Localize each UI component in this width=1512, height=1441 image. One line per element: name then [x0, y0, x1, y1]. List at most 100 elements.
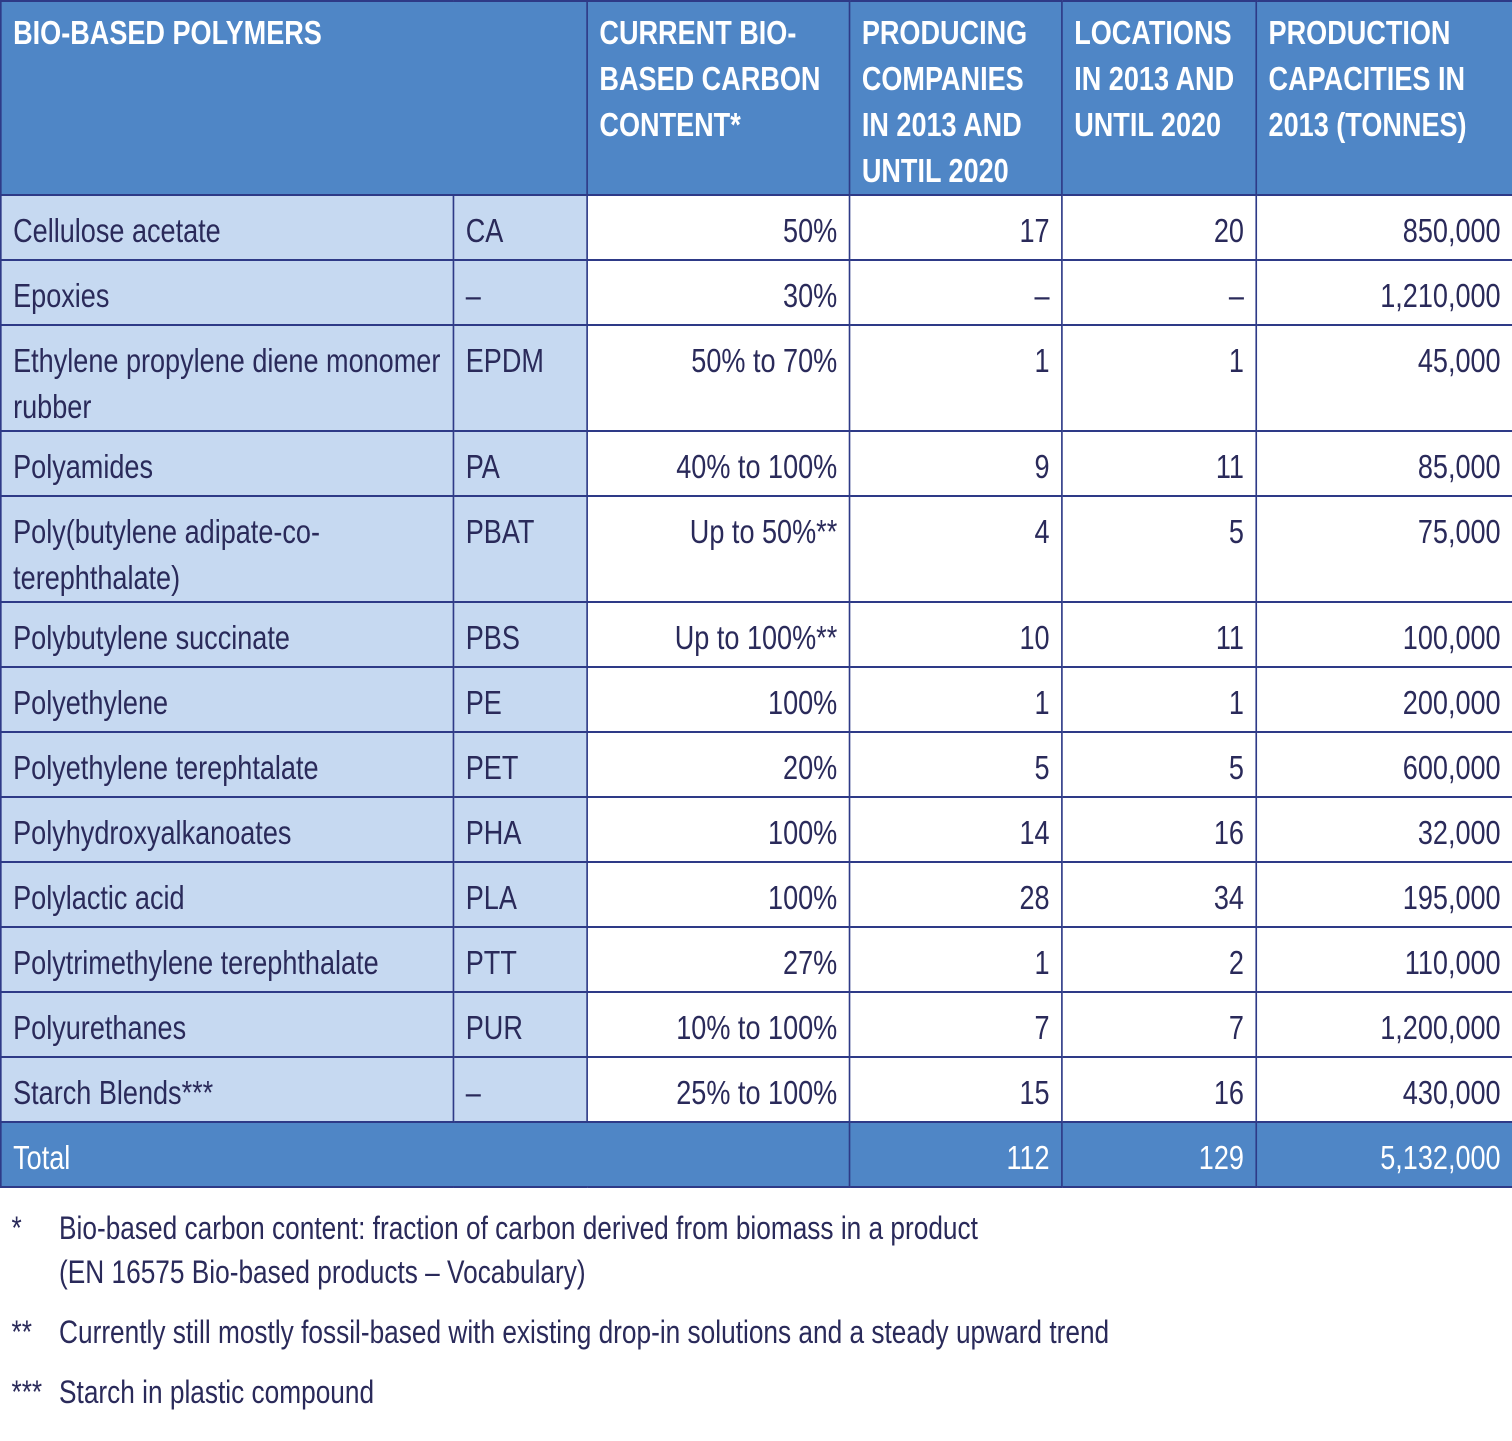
total-value: 112 [848, 1121, 1063, 1188]
table-row: Polyurethanes PUR 10% to 100% 7 7 1,200,000 [0, 991, 1512, 1058]
value-cell: 27% [586, 926, 851, 993]
value-cell: 34 [1061, 861, 1258, 928]
value-cell: 11 [1061, 601, 1258, 668]
value-cell: 200,000 [1255, 666, 1512, 733]
value-cell: 16 [1061, 1056, 1258, 1123]
footnote-mark: ** [11, 1314, 32, 1350]
total-row: Total 112 129 5,132,000 [0, 1121, 1512, 1188]
value-cell: 5 [1061, 731, 1258, 798]
polymer-name: Epoxies [0, 259, 455, 326]
footnote-mark: * [11, 1210, 22, 1246]
footnote-text: Starch in plastic compound [59, 1370, 374, 1414]
header-cell: PRODUCING COMPANIES IN 2013 AND UNTIL 20… [848, 0, 1063, 196]
table-row: Polyethylene terephtalate PET 20% 5 5 600,000 [0, 731, 1512, 798]
polymer-table: BIO-BASED POLYMERS CURRENT BIO-BASED CARB… [0, 0, 1512, 1188]
value-cell: 20 [1061, 194, 1258, 261]
value-cell: 50% to 70% [586, 324, 851, 432]
footnote: ** Currently still mostly fossil-based wi… [0, 1310, 1512, 1354]
value-cell: 28 [848, 861, 1063, 928]
value-cell: 100% [586, 666, 851, 733]
value-cell: 1 [848, 324, 1063, 432]
value-cell: 10 [848, 601, 1063, 668]
value-cell: 600,000 [1255, 731, 1512, 798]
polymer-name: Polyhydroxyalkanoates [0, 796, 455, 863]
value-cell: Up to 50%** [586, 495, 851, 603]
value-cell: 14 [848, 796, 1063, 863]
total-value: 5,132,000 [1255, 1121, 1512, 1188]
value-cell: 10% to 100% [586, 991, 851, 1058]
value-cell: 1 [1061, 666, 1258, 733]
polymer-name: Ethylene propylene diene monomer rubber [0, 324, 455, 432]
value-cell: 1,210,000 [1255, 259, 1512, 326]
table-row: Polyamides PA 40% to 100% 9 11 85,000 [0, 430, 1512, 497]
value-cell: 110,000 [1255, 926, 1512, 993]
footnote-line: Starch in plastic compound [59, 1374, 375, 1410]
table-row: Starch Blends*** –25% to 100% 15 16 430,000 [0, 1056, 1512, 1123]
value-cell: 1 [848, 666, 1063, 733]
polymer-name: Polyamides [0, 430, 455, 497]
value-cell: 11 [1061, 430, 1258, 497]
value-cell: 20% [586, 731, 851, 798]
polymer-name: Polyethylene [0, 666, 455, 733]
value-cell: 17 [848, 194, 1063, 261]
abbreviation: CA [452, 194, 588, 261]
table-row: Epoxies –30% – –1,210,000 [0, 259, 1512, 326]
polymer-name: Polylactic acid [0, 861, 455, 928]
abbreviation: PET [452, 731, 588, 798]
value-cell: Up to 100%** [586, 601, 851, 668]
header-cell: BIO-BASED POLYMERS [0, 0, 588, 196]
value-cell: 15 [848, 1056, 1063, 1123]
value-cell: 430,000 [1255, 1056, 1512, 1123]
footnote-text: Currently still mostly fossil-based with… [59, 1310, 1109, 1354]
abbreviation: PA [452, 430, 588, 497]
abbreviation: – [452, 1056, 588, 1123]
abbreviation: PTT [452, 926, 588, 993]
table-row: Polylactic acid PLA 100% 28 34 195,000 [0, 861, 1512, 928]
value-cell: 1,200,000 [1255, 991, 1512, 1058]
footnote-line: Currently still mostly fossil-based with… [59, 1314, 1110, 1350]
abbreviation: PLA [452, 861, 588, 928]
total-label: Total [0, 1121, 851, 1188]
total-value: 129 [1061, 1121, 1258, 1188]
header-cell: PRODUCTION CAPACITIES IN 2013 (TONNES) [1255, 0, 1512, 196]
value-cell: – [848, 259, 1063, 326]
value-cell: 1 [848, 926, 1063, 993]
table-row: Cellulose acetate CA 50% 17 20 850,000 [0, 194, 1512, 261]
value-cell: 100% [586, 796, 851, 863]
value-cell: 100,000 [1255, 601, 1512, 668]
footnote-line: Bio-based carbon content: fraction of ca… [59, 1210, 978, 1246]
table-row: Polyhydroxyalkanoates PHA 100% 14 16 32,000 [0, 796, 1512, 863]
value-cell: 5 [848, 731, 1063, 798]
header-cell: CURRENT BIO-BASED CARBON CONTENT* [586, 0, 851, 196]
value-cell: 32,000 [1255, 796, 1512, 863]
polymer-name: Polyethylene terephtalate [0, 731, 455, 798]
table-body: Cellulose acetate CA 50% 17 20 850,000 Epoxies… [0, 194, 1512, 1188]
table-row: Poly(butylene adipate-co-terephthalate) P… [0, 495, 1512, 603]
polymer-name: Cellulose acetate [0, 194, 455, 261]
value-cell: – [1061, 259, 1258, 326]
footnote-mark: *** [11, 1374, 43, 1410]
value-cell: 16 [1061, 796, 1258, 863]
value-cell: 40% to 100% [586, 430, 851, 497]
abbreviation: PHA [452, 796, 588, 863]
footnote-text: Bio-based carbon content: fraction of ca… [59, 1206, 978, 1294]
value-cell: 50% [586, 194, 851, 261]
polymer-name: Starch Blends*** [0, 1056, 455, 1123]
polymer-name: Poly(butylene adipate-co-terephthalate) [0, 495, 455, 603]
value-cell: 75,000 [1255, 495, 1512, 603]
value-cell: 1 [1061, 324, 1258, 432]
value-cell: 7 [1061, 991, 1258, 1058]
table-row: Polytrimethylene terephthalate PTT 27% 1 2 11… [0, 926, 1512, 993]
abbreviation: PBS [452, 601, 588, 668]
table-row: Polyethylene PE 100% 1 1 200,000 [0, 666, 1512, 733]
value-cell: 25% to 100% [586, 1056, 851, 1123]
value-cell: 850,000 [1255, 194, 1512, 261]
footnote: *** Starch in plastic compound [0, 1370, 1512, 1414]
value-cell: 9 [848, 430, 1063, 497]
abbreviation: – [452, 259, 588, 326]
footnote-line: (EN 16575 Bio-based products – Vocabular… [59, 1254, 586, 1290]
footnote: * Bio-based carbon content: fraction of c… [0, 1206, 1512, 1294]
footnotes: * Bio-based carbon content: fraction of c… [0, 1206, 1512, 1414]
value-cell: 100% [586, 861, 851, 928]
